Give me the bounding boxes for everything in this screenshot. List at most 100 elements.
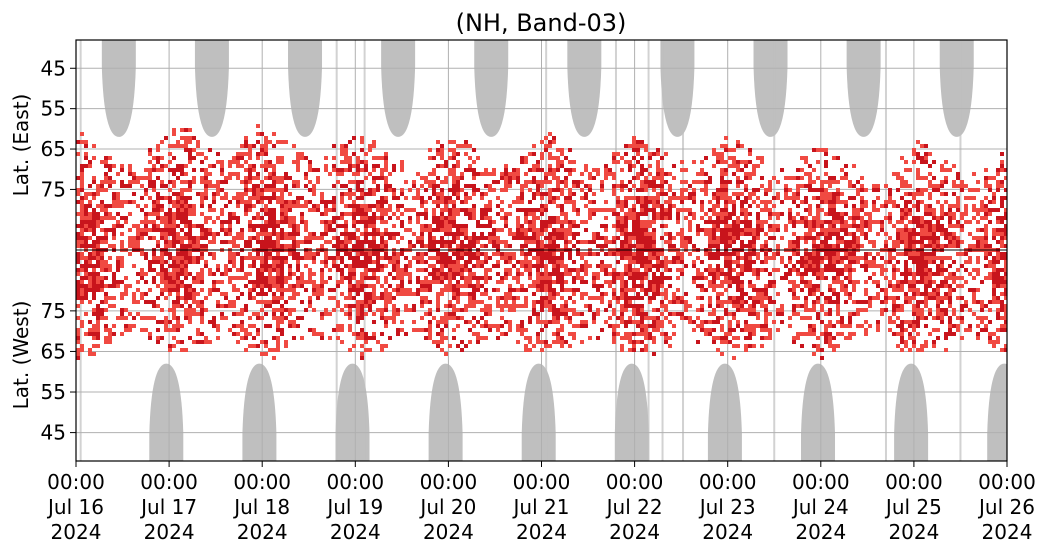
activity-cell [660,192,664,196]
activity-cell [644,224,648,228]
activity-cell [452,268,456,272]
activity-cell [560,276,564,280]
activity-cell [288,224,292,228]
activity-cell [252,144,256,148]
activity-cell [728,340,732,344]
activity-cell [668,196,672,200]
activity-cell [276,244,280,248]
activity-cell [652,232,656,236]
activity-cell [172,240,176,244]
activity-cell [432,264,436,268]
activity-cell [508,172,512,176]
activity-cell [368,268,372,272]
activity-cell [116,172,120,176]
activity-cell [668,284,672,288]
activity-cell [472,272,476,276]
activity-cell [688,220,692,224]
activity-cell [184,208,188,212]
activity-cell [132,172,136,176]
activity-cell [380,232,384,236]
activity-cell [444,260,448,264]
activity-cell [736,284,740,288]
activity-cell [192,148,196,152]
activity-cell [644,268,648,272]
activity-cell [156,284,160,288]
activity-cell [248,204,252,208]
activity-cell [460,308,464,312]
activity-cell [248,172,252,176]
activity-cell [184,252,188,256]
activity-cell [268,160,272,164]
activity-cell [100,220,104,224]
activity-cell [404,288,408,292]
activity-cell [480,264,484,268]
activity-cell [464,304,468,308]
activity-cell [256,196,260,200]
activity-cell [816,288,820,292]
activity-cell [520,196,524,200]
activity-cell [368,148,372,152]
activity-cell [720,180,724,184]
activity-cell [604,216,608,220]
activity-cell [512,276,516,280]
activity-cell [292,252,296,256]
activity-cell [324,212,328,216]
activity-cell [408,244,412,248]
activity-cell [684,264,688,268]
activity-cell [328,220,332,224]
activity-cell [176,200,180,204]
activity-cell [268,196,272,200]
activity-cell [716,204,720,208]
activity-cell [556,308,560,312]
activity-cell [352,152,356,156]
activity-cell [244,244,248,248]
activity-cell [168,328,172,332]
activity-cell [768,300,772,304]
activity-cell [260,256,264,260]
activity-cell [676,208,680,212]
activity-cell [524,268,528,272]
activity-cell [700,272,704,276]
activity-cell [736,216,740,220]
activity-cell [552,320,556,324]
activity-cell [380,332,384,336]
activity-cell [488,268,492,272]
activity-cell [532,312,536,316]
activity-cell [292,216,296,220]
activity-cell [836,260,840,264]
activity-cell [456,264,460,268]
activity-cell [316,288,320,292]
activity-cell [220,212,224,216]
activity-cell [372,252,376,256]
activity-cell [80,344,84,348]
activity-cell [448,300,452,304]
activity-cell [412,244,416,248]
activity-cell [184,256,188,260]
activity-cell [460,268,464,272]
activity-cell [732,252,736,256]
activity-cell [612,324,616,328]
activity-cell [352,272,356,276]
activity-cell [180,324,184,328]
activity-cell [848,324,852,328]
activity-cell [308,328,312,332]
activity-cell [540,224,544,228]
activity-cell [624,240,628,244]
activity-cell [264,160,268,164]
activity-cell [180,164,184,168]
activity-cell [708,300,712,304]
activity-cell [692,276,696,280]
activity-cell [260,216,264,220]
activity-cell [632,176,636,180]
activity-cell [324,208,328,212]
activity-cell [304,308,308,312]
activity-cell [652,292,656,296]
activity-cell [500,256,504,260]
activity-cell [408,188,412,192]
activity-cell [564,288,568,292]
activity-cell [112,284,116,288]
activity-cell [660,332,664,336]
activity-cell [476,224,480,228]
activity-cell [664,260,668,264]
activity-cell [660,272,664,276]
